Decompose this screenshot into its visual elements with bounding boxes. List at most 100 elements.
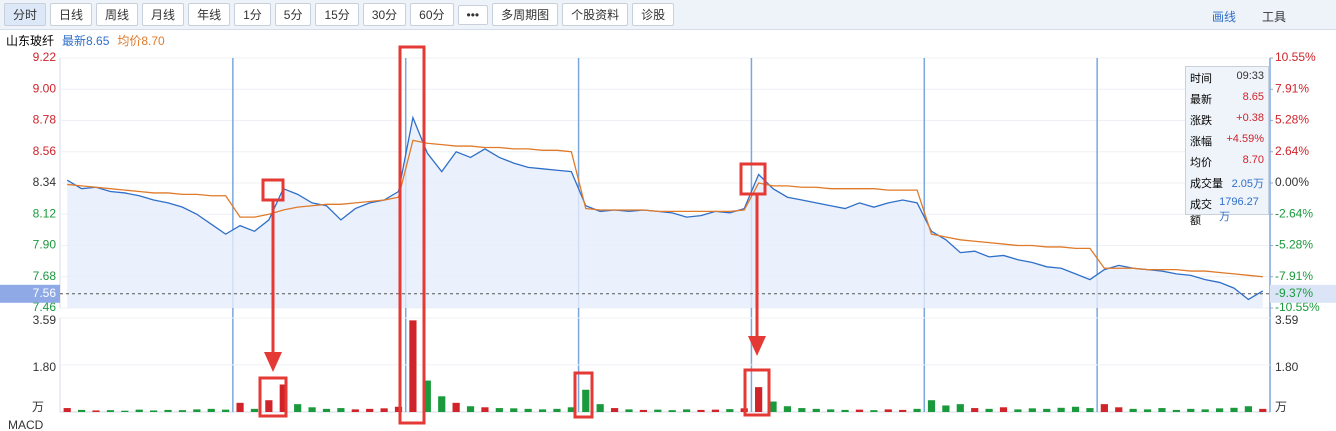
volume-bar (596, 404, 604, 412)
volume-bar (1201, 409, 1209, 412)
volume-bar (351, 409, 359, 412)
volume-tick-label: 1.80 (33, 360, 57, 374)
volume-bar (1158, 408, 1166, 412)
toolbar-button[interactable]: 周线 (96, 3, 139, 26)
highlight-box (398, 45, 426, 425)
volume-bar (798, 408, 806, 412)
series-line (66, 115, 1264, 301)
toolbar-button[interactable]: 1分 (234, 3, 271, 26)
info-value: 1796.27万 (1219, 196, 1259, 223)
info-value: 8.70 (1242, 154, 1264, 166)
volume-bar (265, 400, 273, 412)
toolbar-button[interactable]: 诊股 (632, 3, 675, 26)
info-value: +0.38 (1236, 112, 1264, 124)
volume-bar (279, 384, 287, 412)
volume-bar (755, 387, 763, 412)
volume-bar (106, 410, 115, 412)
toolbar-button[interactable]: 年线 (188, 3, 231, 26)
y-tick-label: 7.90 (33, 238, 57, 252)
volume-bar (438, 396, 446, 412)
volume-bar (481, 407, 489, 412)
volume-bar (1259, 408, 1267, 412)
volume-bar (222, 409, 230, 412)
toolbar: 分时 日线 周线 月线 年线 1分 5分 15分 30分 60分 ••• 多周期图 个股资料 诊股 (0, 0, 1336, 30)
y2-tick-label: 10.55% (1275, 50, 1316, 64)
y2-tick-label: -10.55% (1275, 300, 1320, 314)
volume-bar (294, 404, 302, 412)
volume-bar (956, 404, 964, 412)
volume-bar (409, 320, 417, 412)
volume-bg (59, 317, 1271, 413)
toolbar-button[interactable]: 60分 (410, 3, 454, 26)
volume-bar (841, 409, 849, 412)
volume-unit: 万 (32, 400, 44, 414)
y2-tick-label: 7.91% (1275, 81, 1309, 95)
toolbar-button[interactable]: 月线 (142, 3, 185, 26)
toolbar-button[interactable]: 日线 (50, 3, 93, 26)
header: 山东玻纤 最新8.65 均价8.70 (6, 32, 165, 49)
volume-bar (740, 408, 748, 412)
info-label: 成交量 (1190, 178, 1223, 190)
volume-bar (971, 408, 979, 412)
volume-bar (610, 408, 619, 412)
volume-bar (538, 409, 547, 412)
highlight-box (258, 376, 288, 418)
volume-bar (999, 407, 1008, 412)
volume-bar (769, 401, 777, 412)
volume-bar (1172, 409, 1180, 412)
info-value: 2.05万 (1231, 178, 1264, 190)
y-tick-label: 9.22 (33, 50, 57, 64)
volume-bar (683, 409, 691, 412)
toolbar-right-button[interactable]: 画线 (1211, 10, 1236, 24)
y2-tick-label: -5.28% (1275, 238, 1313, 252)
toolbar-button[interactable]: 5分 (274, 3, 312, 26)
toolbar-button[interactable]: 分时 (4, 3, 47, 26)
volume-bar (92, 410, 100, 412)
volume-bar (783, 406, 792, 412)
info-row: 时间 09:33 (1186, 67, 1268, 88)
volume-bar (884, 409, 892, 412)
volume-bar (726, 409, 734, 412)
avg: 均价8.70 (117, 34, 165, 48)
volume-bar (985, 408, 993, 412)
volume-bar (1071, 406, 1080, 412)
y2-tick-label: 0.00% (1275, 175, 1309, 189)
y-tick-label: 9.00 (33, 81, 57, 95)
volume-bar (812, 408, 820, 412)
toolbar-button[interactable]: 30分 (362, 3, 407, 26)
volume-tick-label-right: 1.80 (1275, 360, 1299, 374)
toolbar-button[interactable]: 15分 (315, 3, 359, 26)
y2-tick-label: 5.28% (1275, 113, 1309, 127)
highlight-box (743, 368, 771, 417)
volume-bar (654, 409, 662, 412)
marker-pct-bg (1270, 284, 1336, 303)
volume-bar (164, 409, 172, 412)
volume-bar (207, 408, 215, 412)
y-tick-label: 8.56 (33, 144, 57, 158)
y2-tick-label: 2.64% (1275, 144, 1309, 158)
volume-bar (495, 408, 503, 412)
highlight-box (739, 162, 767, 196)
volume-bar (1129, 408, 1137, 412)
info-label: 涨幅 (1190, 136, 1212, 148)
info-panel: 时间 09:33 最新 8.65 涨跌 +0.38 涨幅 +4.59% 均价 8.70 成交量 2.0… (1185, 66, 1269, 227)
toolbar-right-button[interactable]: 工具 (1261, 10, 1286, 24)
volume-bar (150, 410, 158, 412)
volume-bar (927, 400, 936, 412)
toolbar-button[interactable]: 个股资料 (562, 3, 629, 26)
toolbar-button[interactable]: 多周期图 (492, 3, 559, 26)
info-row: 最新 8.65 (1186, 88, 1268, 109)
info-row: 成交量 2.05万 (1186, 172, 1268, 193)
volume-bar (423, 380, 431, 412)
toolbar-right: 画线 工具 (1212, 8, 1286, 25)
toolbar-button[interactable]: ••• (457, 4, 489, 25)
volume-bar (380, 408, 388, 412)
volume-bar (121, 410, 129, 412)
info-row: 均价 8.70 (1186, 151, 1268, 172)
volume-unit-right: 万 (1275, 400, 1287, 414)
volume-bar (1086, 408, 1094, 412)
y2-tick-label: -7.91% (1275, 269, 1313, 283)
y-tick-label: 8.78 (33, 113, 57, 127)
volume-bar (1100, 404, 1108, 412)
